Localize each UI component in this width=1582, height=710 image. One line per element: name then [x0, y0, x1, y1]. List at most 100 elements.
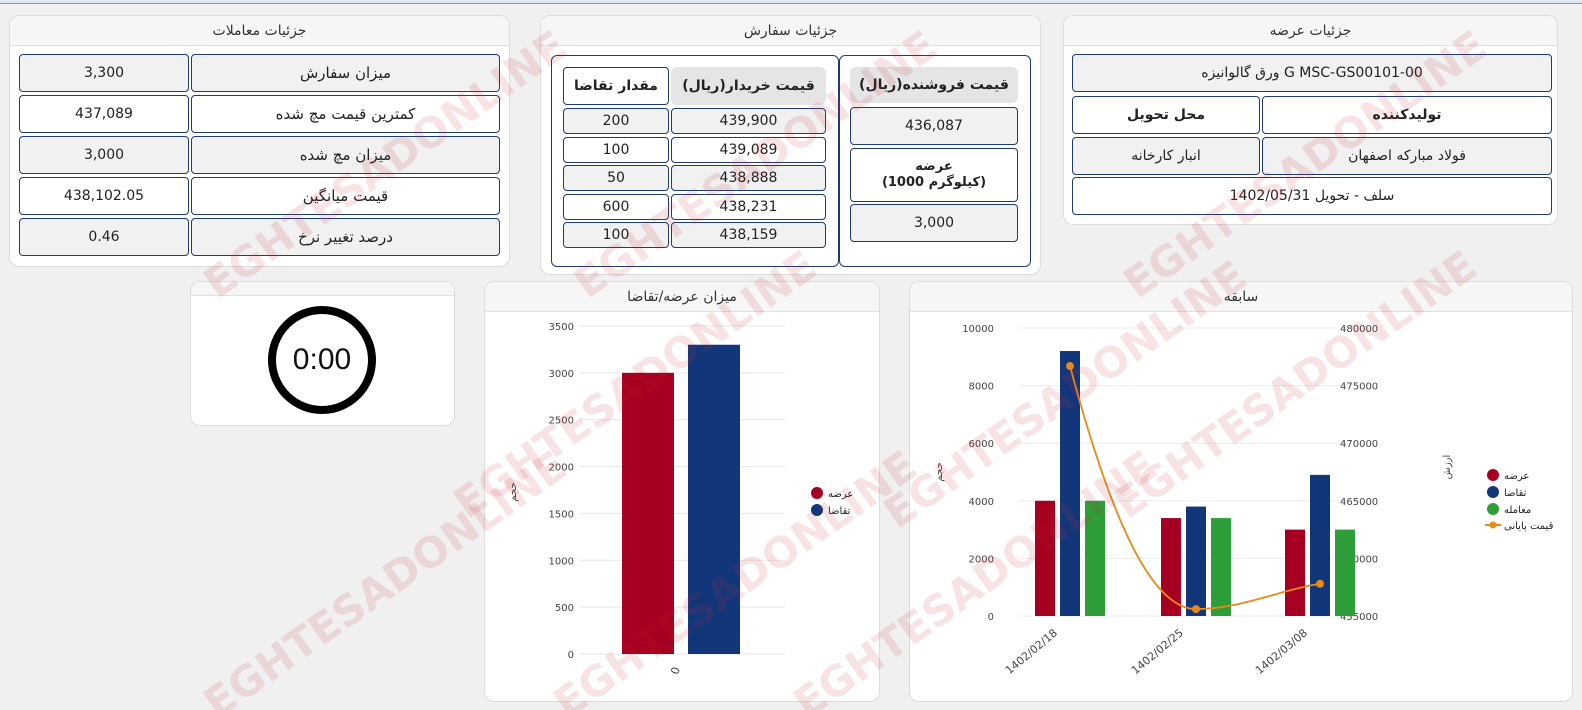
legend-demand-marker — [1487, 486, 1499, 498]
y-tick-label: 0 — [568, 650, 574, 661]
supply-bar — [1285, 529, 1305, 616]
delivery-place-value: انبار کارخانه — [1072, 137, 1260, 175]
legend-supply-label: عرضه — [1504, 471, 1529, 482]
y-tick-label: 1500 — [549, 509, 574, 520]
legend-trade-label: معامله — [1504, 505, 1531, 516]
panel-title: جزئیات سفارش — [541, 16, 1040, 46]
trade-bar — [1211, 518, 1231, 616]
demand-qty-cell: 100 — [563, 137, 669, 163]
trade-value: 0.46 — [19, 218, 189, 256]
supply-label: عرضه (1000 کیلوگرم) — [850, 148, 1018, 202]
trade-bar — [1335, 529, 1355, 616]
demand-qty-cell: 50 — [563, 165, 669, 191]
legend: عرضه تقاضا معامله قیمت پایانی — [1485, 469, 1554, 532]
y-left-tick-label: 0 — [988, 612, 994, 623]
y-tick-label: 500 — [555, 603, 574, 614]
panel-title: جزئیات معاملات — [10, 16, 509, 46]
timer-value: 0:00 — [292, 343, 352, 376]
y-tick-label: 2500 — [549, 416, 574, 427]
legend-supply-marker — [1487, 469, 1499, 481]
buyer-price-header: قیمت خریدار(ریال) — [671, 67, 826, 105]
timer-panel: 0:00 — [190, 281, 455, 426]
buyer-price-cell: 438,888 — [671, 165, 826, 191]
producer-label: تولیدکننده — [1262, 96, 1552, 134]
offer-details-panel: جزئیات عرضه ورق گالوانیزه G MSC-GS00101-… — [1063, 15, 1558, 225]
seller-price-header: قیمت فروشنده(ریال) — [850, 67, 1018, 103]
y-left-tick-label: 10000 — [962, 324, 994, 335]
y-right-tick-label: 475000 — [1340, 382, 1378, 393]
trade-label: کمترین قیمت مچ شده — [191, 95, 500, 133]
delivery-place-label: محل تحویل — [1072, 96, 1260, 134]
buyer-price-cell: 438,159 — [671, 222, 826, 248]
top-bar — [0, 0, 1582, 4]
y-axis-left-label: حجم — [934, 462, 945, 481]
seller-frame — [839, 55, 1031, 267]
trade-label: میزان سفارش — [191, 54, 500, 92]
supply-value: 3,000 — [850, 204, 1018, 242]
y-left-tick-label: 2000 — [969, 554, 994, 565]
y-tick-label: 2000 — [549, 463, 574, 474]
panel-title: سابقه — [910, 282, 1572, 312]
demand-qty-cell: 100 — [563, 222, 669, 248]
panel-title: میزان عرضه/تقاضا — [485, 282, 879, 312]
legend-supply-label: عرضه — [828, 489, 853, 500]
panel-title: جزئیات عرضه — [1064, 16, 1557, 46]
x-category-label: 1402/02/18 — [1003, 626, 1060, 677]
trade-label: قیمت میانگین — [191, 177, 500, 215]
supply-label-line1: عرضه — [915, 159, 953, 174]
legend-close-price-marker — [1489, 521, 1497, 529]
order-details-panel: جزئیات سفارش قیمت فروشنده(ریال) 436,087 … — [540, 15, 1041, 275]
supply-label-line2: (1000 کیلوگرم) — [881, 175, 987, 190]
y-axis-right-label: ارزش — [1442, 455, 1453, 480]
trade-label: درصد تغییر نرخ — [191, 218, 500, 256]
demand-qty-cell: 600 — [563, 194, 669, 220]
y-left-tick-label: 4000 — [969, 497, 994, 508]
buyer-frame — [551, 55, 839, 267]
demand-bar — [1310, 474, 1330, 616]
history-chart: 10000 8000 6000 4000 2000 0 480000 475000 470000… — [934, 324, 1554, 677]
history-chart-panel: سابقه 10000 8000 6000 4000 2000 0 480000 475000… — [909, 281, 1573, 702]
y-right-tick-label: 470000 — [1340, 439, 1378, 450]
y-right-tick-label: 455000 — [1340, 612, 1378, 623]
demand-bar — [1060, 351, 1080, 616]
supply-demand-chart: 3500 3000 2500 2000 1500 1000 500 0 حجم 0 عرضه … — [508, 322, 853, 676]
legend-demand-label: تقاضا — [1504, 488, 1527, 499]
trade-value: 437,089 — [19, 95, 189, 133]
legend-demand-label: تقاضا — [828, 506, 851, 517]
x-category-label: 1402/03/08 — [1253, 626, 1310, 677]
supply-bar — [1035, 500, 1055, 616]
supply-demand-chart-panel: میزان عرضه/تقاضا 3500 3000 2500 2000 1500 100… — [484, 281, 880, 702]
trade-value: 3,000 — [19, 136, 189, 174]
product-name: ورق گالوانیزه G MSC-GS00101-00 — [1072, 54, 1552, 92]
buyer-price-cell: 439,089 — [671, 137, 826, 163]
legend-close-price-label: قیمت پایانی — [1504, 521, 1554, 532]
trades-details-panel: جزئیات معاملات میزان سفارش 3,300 کمترین … — [9, 15, 510, 267]
buyer-price-cell: 439,900 — [671, 108, 826, 134]
x-category-label: 1402/02/25 — [1129, 626, 1186, 677]
legend-trade-marker — [1487, 503, 1499, 515]
delivery-info: سلف - تحویل 1402/05/31 — [1072, 177, 1552, 215]
legend-supply-marker — [811, 487, 823, 499]
trade-value: 438,102.05 — [19, 177, 189, 215]
y-tick-label: 3500 — [549, 322, 574, 333]
y-left-tick-label: 6000 — [969, 439, 994, 450]
y-right-tick-label: 465000 — [1340, 497, 1378, 508]
seller-price-value: 436,087 — [850, 107, 1018, 145]
y-left-tick-label: 8000 — [969, 382, 994, 393]
legend-demand-marker — [811, 504, 823, 516]
y-tick-label: 3000 — [549, 369, 574, 380]
close-price-point — [1066, 362, 1074, 371]
close-price-point — [1192, 605, 1200, 614]
demand-bar — [688, 344, 740, 654]
timer-circle: 0:00 — [268, 306, 376, 414]
timer-panel-header — [191, 282, 454, 296]
trade-bar — [1085, 500, 1105, 616]
close-price-point — [1316, 579, 1324, 588]
demand-bar — [1186, 506, 1206, 616]
close-price-line — [1069, 365, 1321, 610]
trade-label: میزان مچ شده — [191, 136, 500, 174]
y-right-tick-label: 480000 — [1340, 324, 1378, 335]
y-right-tick-label: 460000 — [1340, 554, 1378, 565]
producer-value: فولاد مبارکه اصفهان — [1262, 137, 1552, 175]
supply-bar — [622, 372, 674, 654]
